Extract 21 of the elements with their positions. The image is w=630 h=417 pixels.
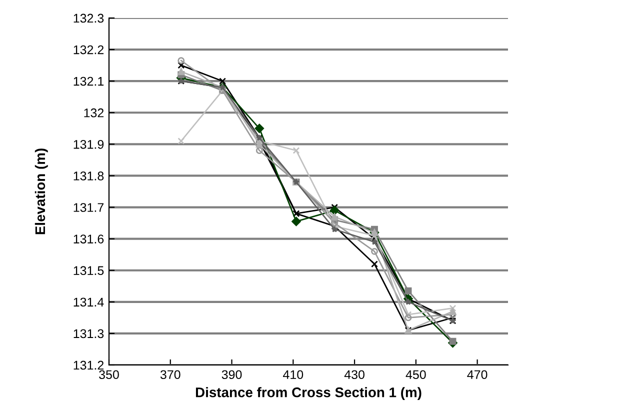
y-tick-label: 132.1 <box>74 76 104 86</box>
x-tick-label: 370 <box>160 370 180 380</box>
y-tick-label: 131.7 <box>74 203 104 212</box>
x-tick-label: 470 <box>467 370 488 380</box>
x-tick-label: 450 <box>406 370 426 380</box>
y-tick-label: 131.8 <box>74 172 104 180</box>
y-tick-label: 131.5 <box>74 266 104 276</box>
x-tick-label: 410 <box>283 370 304 380</box>
y-axis-title: Elevation (m) <box>34 148 48 234</box>
x-axis-title: Distance from Cross Section 1 (m) <box>196 387 422 400</box>
y-tick-label: 132 <box>84 108 104 118</box>
x-tick-label: 390 <box>222 370 242 380</box>
y-tick-label: 131.6 <box>74 234 104 244</box>
x-tick-label: 430 <box>344 370 364 380</box>
y-tick-label: 132.2 <box>74 45 104 54</box>
y-tick-label: 131.3 <box>74 329 104 338</box>
y-tick-label: 131.4 <box>74 298 104 307</box>
y-tick-label: 131.2 <box>74 360 104 370</box>
y-tick-label: 131.9 <box>74 140 104 149</box>
x-tick-label: 350 <box>99 370 119 380</box>
y-tick-label: 132.3 <box>74 14 104 23</box>
